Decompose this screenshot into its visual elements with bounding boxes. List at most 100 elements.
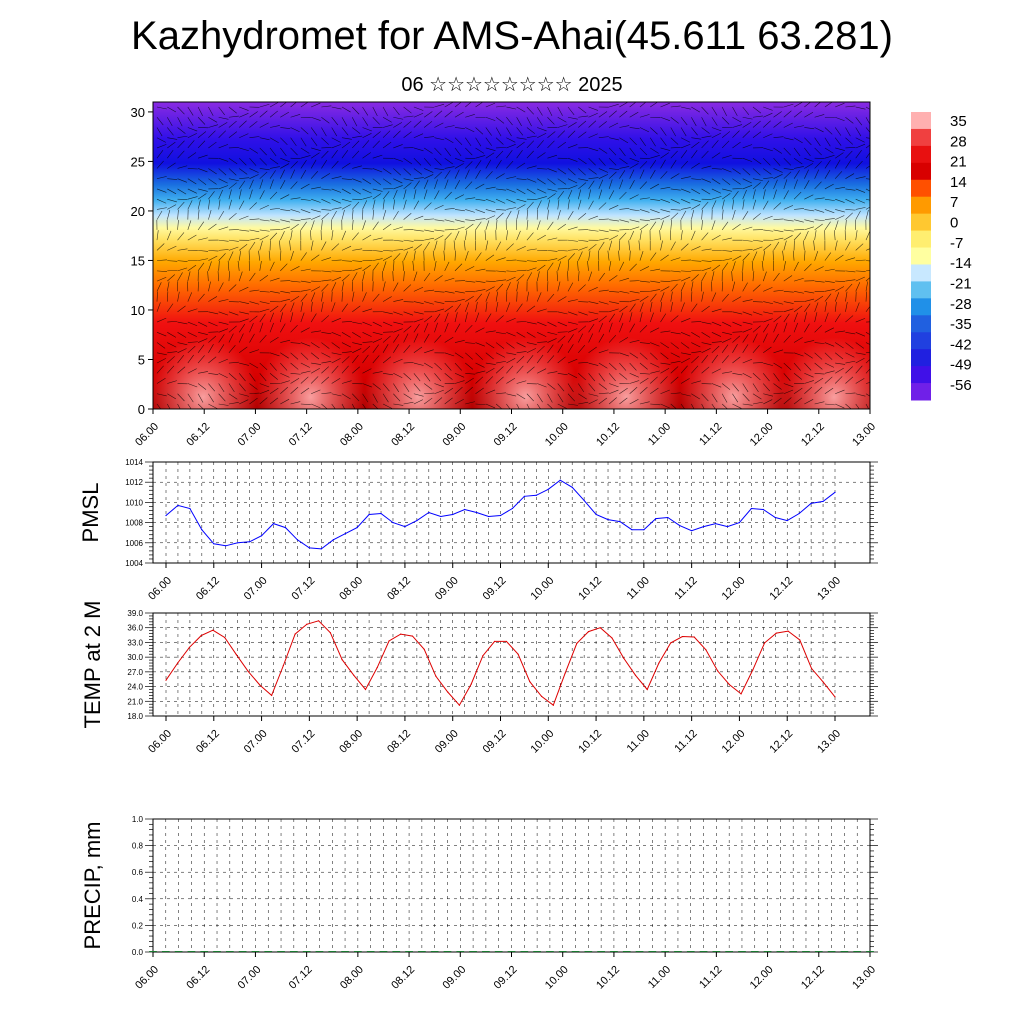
data-point bbox=[798, 512, 800, 515]
wind-barb bbox=[629, 250, 631, 261]
wind-barb bbox=[239, 399, 249, 405]
wind-barb bbox=[588, 106, 599, 111]
wind-barb bbox=[208, 311, 219, 315]
wind-barb bbox=[763, 168, 772, 175]
wind-barb bbox=[547, 338, 557, 343]
wind-barb bbox=[382, 321, 393, 327]
wind-barb bbox=[280, 280, 291, 282]
wind-barb bbox=[824, 293, 832, 302]
wind-barb bbox=[516, 321, 527, 323]
wind-barb bbox=[300, 387, 310, 395]
wind-barb bbox=[341, 127, 349, 136]
wind-barb bbox=[393, 157, 403, 162]
wind-barb bbox=[413, 189, 417, 200]
wind-barb bbox=[383, 331, 394, 333]
wind-barb bbox=[434, 334, 442, 343]
wind-barb bbox=[352, 165, 362, 169]
wind-barb bbox=[742, 116, 753, 120]
wind-barb bbox=[310, 220, 315, 230]
wind-barb bbox=[403, 246, 414, 251]
wind-barb bbox=[228, 157, 238, 165]
wind-barb bbox=[865, 152, 870, 159]
wind-barb bbox=[228, 271, 231, 282]
wind-barb bbox=[208, 191, 215, 200]
data-point bbox=[353, 674, 355, 676]
wind-barb bbox=[177, 165, 188, 169]
wind-barb bbox=[650, 155, 660, 159]
wind-barb bbox=[218, 403, 229, 406]
wind-barb bbox=[280, 303, 287, 313]
wind-barb bbox=[865, 230, 870, 241]
wind-barb bbox=[629, 362, 637, 371]
wind-barb bbox=[567, 282, 574, 292]
wind-barb bbox=[629, 291, 640, 294]
wind-barb bbox=[814, 223, 823, 231]
wind-barb bbox=[804, 291, 815, 294]
wind-barb bbox=[167, 204, 177, 210]
wind-barb bbox=[464, 169, 470, 179]
wind-barb bbox=[834, 292, 840, 302]
wind-barb bbox=[721, 178, 731, 185]
wind-barb bbox=[782, 250, 785, 261]
wind-barb bbox=[773, 168, 783, 173]
y-axis-label: TEMP at 2 M bbox=[80, 601, 105, 729]
wind-barb bbox=[691, 162, 700, 169]
y-tick-label: 30 bbox=[131, 105, 145, 120]
wind-barb bbox=[311, 209, 321, 213]
wind-barb bbox=[402, 260, 404, 271]
y-tick-label: 1004 bbox=[125, 559, 143, 568]
wind-barb bbox=[711, 140, 719, 149]
wind-barb bbox=[362, 308, 373, 313]
data-point bbox=[667, 516, 669, 519]
wind-barb bbox=[547, 371, 558, 374]
wind-barb bbox=[177, 332, 187, 338]
wind-barb bbox=[752, 325, 761, 333]
wind-barb bbox=[352, 305, 361, 313]
wind-barb bbox=[516, 141, 525, 149]
wind-barb bbox=[701, 342, 712, 345]
wind-barb bbox=[372, 293, 380, 302]
wind-barb bbox=[506, 243, 514, 251]
wind-barb bbox=[526, 348, 537, 354]
wind-barb bbox=[691, 178, 702, 181]
wind-barb bbox=[783, 157, 792, 166]
wind-barb bbox=[711, 292, 717, 302]
wind-barb bbox=[290, 401, 301, 405]
wind-barb bbox=[670, 117, 679, 124]
wind-barb bbox=[269, 179, 274, 190]
wind-barb bbox=[280, 226, 290, 231]
data-point bbox=[317, 620, 320, 622]
precip-bar bbox=[750, 951, 759, 952]
wind-barb bbox=[321, 137, 329, 145]
wind-barb bbox=[311, 280, 322, 283]
wind-barb bbox=[331, 276, 341, 282]
wind-barb bbox=[413, 120, 422, 128]
wind-barb bbox=[311, 362, 322, 365]
wind-barb bbox=[331, 403, 336, 409]
data-point bbox=[237, 542, 239, 544]
wind-barb bbox=[382, 124, 393, 128]
x-tick-label: 09.12 bbox=[492, 964, 520, 992]
wind-barb bbox=[156, 210, 163, 220]
precip-bar bbox=[289, 951, 298, 952]
wind-barb bbox=[752, 199, 757, 210]
wind-barb bbox=[454, 163, 464, 169]
wind-barb bbox=[547, 221, 554, 231]
wind-barb bbox=[701, 140, 709, 149]
wind-barb bbox=[208, 261, 212, 271]
wind-barb bbox=[341, 269, 352, 272]
wind-barb bbox=[372, 332, 383, 335]
wind-barb bbox=[475, 387, 484, 395]
wind-barb bbox=[526, 305, 536, 313]
data-point bbox=[799, 639, 801, 641]
wind-barb bbox=[423, 202, 432, 210]
y-tick-label: 25 bbox=[131, 154, 145, 169]
precip-bar bbox=[213, 951, 221, 952]
wind-barb bbox=[608, 275, 618, 282]
wind-barb bbox=[156, 270, 167, 272]
precip-bar bbox=[187, 951, 196, 952]
wind-barb bbox=[773, 383, 782, 390]
wind-barb bbox=[680, 106, 691, 110]
wind-barb bbox=[372, 383, 381, 390]
wind-barb bbox=[443, 250, 446, 261]
